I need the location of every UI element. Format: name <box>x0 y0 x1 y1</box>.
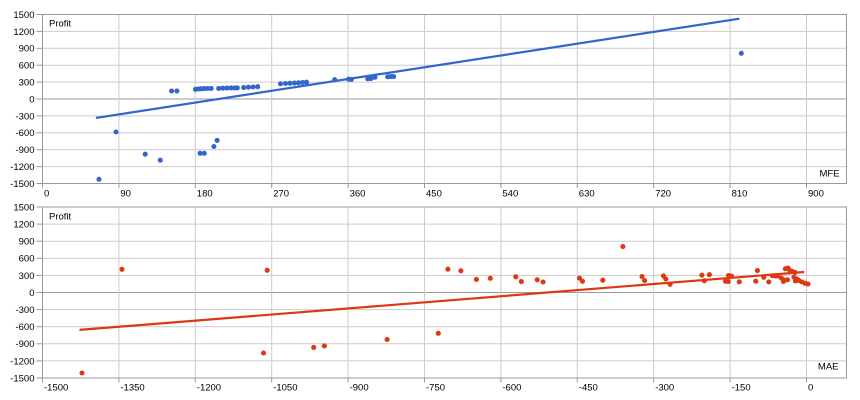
svg-text:-300: -300 <box>655 383 674 394</box>
svg-text:360: 360 <box>350 189 366 200</box>
svg-text:0: 0 <box>29 288 34 299</box>
svg-text:-900: -900 <box>15 339 34 350</box>
svg-text:-1200: -1200 <box>10 356 34 367</box>
svg-text:300: 300 <box>19 271 35 282</box>
svg-text:600: 600 <box>19 61 35 72</box>
svg-text:-600: -600 <box>502 383 521 394</box>
svg-text:-600: -600 <box>15 128 34 139</box>
svg-text:-900: -900 <box>15 145 34 156</box>
svg-text:300: 300 <box>19 78 35 89</box>
svg-text:600: 600 <box>19 254 35 265</box>
svg-text:810: 810 <box>732 189 748 200</box>
svg-text:540: 540 <box>502 189 518 200</box>
svg-text:MAE: MAE <box>818 362 839 373</box>
svg-text:-1500: -1500 <box>10 373 34 384</box>
svg-text:450: 450 <box>426 189 442 200</box>
svg-text:270: 270 <box>273 189 289 200</box>
svg-text:900: 900 <box>808 189 824 200</box>
svg-text:900: 900 <box>19 44 35 55</box>
svg-text:-1500: -1500 <box>44 383 68 394</box>
svg-text:-300: -300 <box>15 111 34 122</box>
svg-text:720: 720 <box>655 189 671 200</box>
svg-text:-900: -900 <box>350 383 369 394</box>
svg-text:1500: 1500 <box>13 10 34 21</box>
svg-text:-1350: -1350 <box>120 383 144 394</box>
svg-text:0: 0 <box>44 189 49 200</box>
svg-text:1200: 1200 <box>13 27 34 38</box>
svg-text:1500: 1500 <box>13 202 34 213</box>
svg-text:-1200: -1200 <box>10 162 34 173</box>
svg-text:-1200: -1200 <box>197 383 221 394</box>
svg-text:0: 0 <box>29 94 34 105</box>
svg-text:-1500: -1500 <box>10 179 34 190</box>
svg-text:Profit: Profit <box>49 19 72 30</box>
svg-text:180: 180 <box>197 189 213 200</box>
svg-text:-450: -450 <box>579 383 598 394</box>
svg-text:0: 0 <box>808 383 813 394</box>
svg-text:-300: -300 <box>15 305 34 316</box>
svg-text:Profit: Profit <box>49 212 72 223</box>
svg-text:630: 630 <box>579 189 595 200</box>
svg-text:-150: -150 <box>732 383 751 394</box>
svg-text:1200: 1200 <box>13 220 34 231</box>
svg-text:-600: -600 <box>15 322 34 333</box>
svg-text:MFE: MFE <box>819 169 839 180</box>
svg-text:900: 900 <box>19 237 35 248</box>
svg-text:-1050: -1050 <box>273 383 297 394</box>
svg-text:90: 90 <box>120 189 131 200</box>
svg-text:-750: -750 <box>426 383 445 394</box>
